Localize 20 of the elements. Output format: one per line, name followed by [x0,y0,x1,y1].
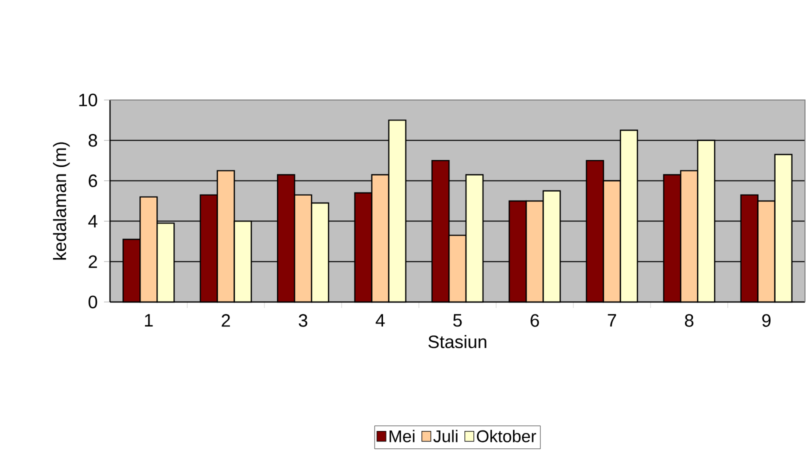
x-tick-label: 4 [376,314,385,326]
x-tick-label: 7 [608,314,616,326]
x-tick-label: 2 [222,314,230,327]
y-tick-label: 4 [88,215,98,228]
y-tick-label: 2 [88,255,97,268]
x-axis-title: Stasiun [428,335,486,348]
legend-label: Oktober [476,430,536,442]
y-tick-label: 10 [79,94,98,106]
y-axis-title: kedalaman (m) [53,142,70,260]
x-tick-label: 9 [762,314,771,327]
y-tick-label: 8 [88,134,98,147]
x-tick-label: 5 [453,314,462,327]
legend-label: Juli [433,430,458,442]
y-tick-label: 0 [88,296,98,308]
legend-label: Mei [390,430,414,442]
x-tick-label: 1 [144,314,153,326]
x-tick-label: 6 [530,314,539,327]
x-tick-label: 3 [298,314,308,327]
x-tick-label: 8 [684,314,694,327]
y-tick-label: 6 [88,174,98,188]
